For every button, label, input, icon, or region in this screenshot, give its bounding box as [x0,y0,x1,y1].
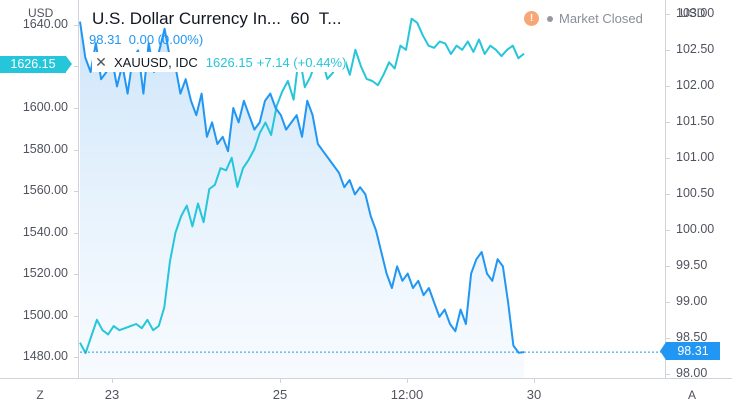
right-axis-tick-mark [666,230,670,232]
left-axis-tick: 1580.00 [22,141,68,156]
main-series-legend: 98.31 0.00 (0.00%) [89,32,204,47]
left-axis-tick-mark [74,108,78,109]
left-axis-tick: 1560.00 [22,183,68,198]
left-axis-tick: 1520.00 [22,266,68,281]
right-axis-tick: 103.00 [676,6,715,21]
compare-change: +7.14 (+0.44%) [256,54,347,70]
right-axis-tick: 99.50 [676,258,708,273]
time-axis-tick-mark [280,379,281,383]
left-axis-border [78,0,79,378]
gold-last-price-tag: 1626.15 [0,56,72,73]
right-axis-tick-mark [666,374,670,376]
zoom-button[interactable]: Z [36,388,44,402]
time-axis-tick-mark [112,379,113,383]
right-axis-tick: 98.50 [676,330,708,345]
right-axis-tick-mark [666,302,670,304]
right-axis-tick: 100.50 [676,186,715,201]
left-axis-unit[interactable]: USD [28,6,54,20]
left-axis-tick: 1540.00 [22,224,68,239]
time-axis-tick: 23 [104,387,120,402]
right-axis-tick: 102.50 [676,42,715,57]
left-axis-tick: 1640.00 [22,16,68,31]
right-axis-tick: 101.00 [676,150,715,165]
left-axis-tick-mark [74,66,78,68]
left-axis-tick-mark [74,274,78,276]
status-dot-icon [547,15,553,22]
right-axis-tick: 99.00 [676,294,708,309]
left-axis-tick-mark [74,149,78,151]
right-axis-tick: 101.50 [676,114,715,129]
right-axis-tick-mark [666,122,670,124]
left-axis-tick-mark [74,315,78,317]
right-axis-tick: 98.00 [676,366,708,381]
left-axis-tick-mark [74,24,78,26]
left-axis-tick: 1500.00 [22,307,68,322]
left-axis-tick-mark [74,232,78,234]
close-icon[interactable]: ✕ [95,53,107,70]
left-axis-tick: 1600.00 [22,100,68,114]
time-axis-tick: 25 [272,387,288,402]
dxy-last-price-tag: 98.31 [660,342,720,360]
chart-title[interactable]: U.S. Dollar Currency In... 60 T... [92,9,342,28]
left-axis-tick-mark [74,191,78,193]
right-axis-tick-mark [666,50,670,52]
dxy-series-line [79,21,525,354]
auto-scale-button[interactable]: A [687,388,696,402]
right-axis-tick-mark [666,86,670,88]
time-axis-tick-mark [407,379,408,383]
right-axis-tick-mark [666,266,670,268]
time-axis-tick: 12:00 [390,387,424,402]
time-axis-border [0,378,732,379]
compare-series-legend[interactable]: ✕ XAUUSD, IDC 1626.15 +7.14 (+0.44%) [92,52,347,72]
right-axis-tick: 102.00 [676,78,715,93]
left-axis-tick-mark [74,357,78,359]
time-axis-tick-mark [534,379,535,383]
market-status[interactable]: ! Market Closed [524,11,643,26]
right-axis-unit[interactable]: USD [680,6,706,20]
right-axis-tick-mark [666,194,670,196]
right-axis-tick-mark [666,158,670,160]
warning-icon[interactable]: ! [524,11,539,26]
compare-symbol: XAUUSD, IDC [114,54,198,70]
time-axis-tick: 30 [526,387,542,402]
right-axis-tick-mark [666,338,670,340]
left-axis-tick: 1480.00 [22,349,68,364]
right-axis-tick-mark [666,14,670,16]
right-axis-tick: 100.00 [676,222,715,237]
compare-value: 1626.15 [205,54,253,70]
market-status-label: Market Closed [559,11,643,26]
right-axis-border [665,0,666,378]
